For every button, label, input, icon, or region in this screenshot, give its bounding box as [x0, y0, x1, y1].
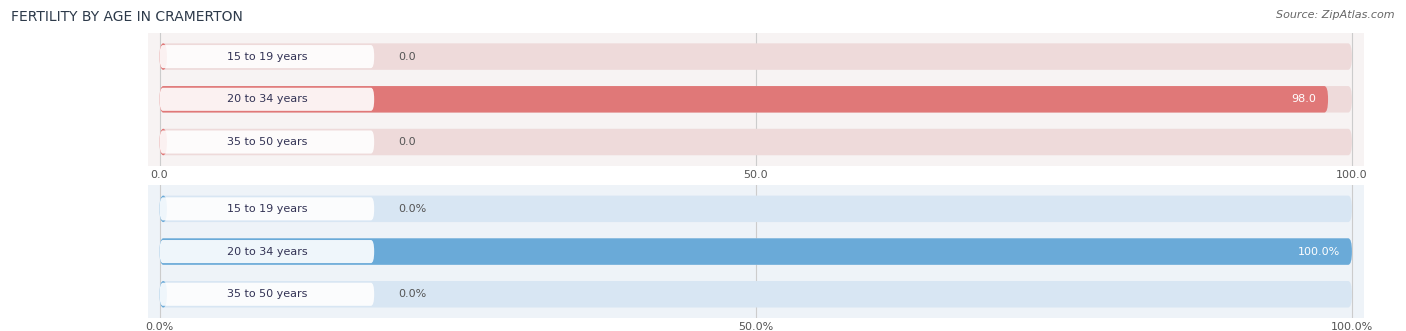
FancyBboxPatch shape: [159, 88, 374, 111]
FancyBboxPatch shape: [159, 283, 374, 306]
FancyBboxPatch shape: [159, 86, 1329, 113]
Text: Source: ZipAtlas.com: Source: ZipAtlas.com: [1277, 10, 1395, 20]
FancyBboxPatch shape: [159, 86, 1353, 113]
Text: 0.0%: 0.0%: [398, 289, 426, 299]
FancyBboxPatch shape: [159, 43, 1353, 70]
Text: 15 to 19 years: 15 to 19 years: [226, 52, 307, 62]
Text: FERTILITY BY AGE IN CRAMERTON: FERTILITY BY AGE IN CRAMERTON: [11, 10, 243, 24]
Text: 100.0%: 100.0%: [1298, 247, 1340, 257]
Text: 0.0: 0.0: [398, 52, 416, 62]
Text: 20 to 34 years: 20 to 34 years: [226, 247, 307, 257]
FancyBboxPatch shape: [159, 240, 374, 263]
Text: 98.0: 98.0: [1291, 94, 1316, 104]
Text: 0.0: 0.0: [398, 137, 416, 147]
Text: 0.0%: 0.0%: [398, 204, 426, 214]
Text: 20 to 34 years: 20 to 34 years: [226, 94, 307, 104]
FancyBboxPatch shape: [159, 196, 167, 222]
Text: 35 to 50 years: 35 to 50 years: [226, 289, 307, 299]
FancyBboxPatch shape: [159, 196, 1353, 222]
FancyBboxPatch shape: [159, 281, 167, 307]
FancyBboxPatch shape: [159, 238, 1353, 265]
FancyBboxPatch shape: [159, 197, 374, 220]
FancyBboxPatch shape: [159, 281, 1353, 307]
Text: 15 to 19 years: 15 to 19 years: [226, 204, 307, 214]
FancyBboxPatch shape: [159, 238, 1353, 265]
FancyBboxPatch shape: [159, 45, 374, 68]
FancyBboxPatch shape: [159, 129, 1353, 155]
FancyBboxPatch shape: [159, 129, 167, 155]
FancyBboxPatch shape: [159, 43, 167, 70]
FancyBboxPatch shape: [159, 130, 374, 154]
Text: 35 to 50 years: 35 to 50 years: [226, 137, 307, 147]
